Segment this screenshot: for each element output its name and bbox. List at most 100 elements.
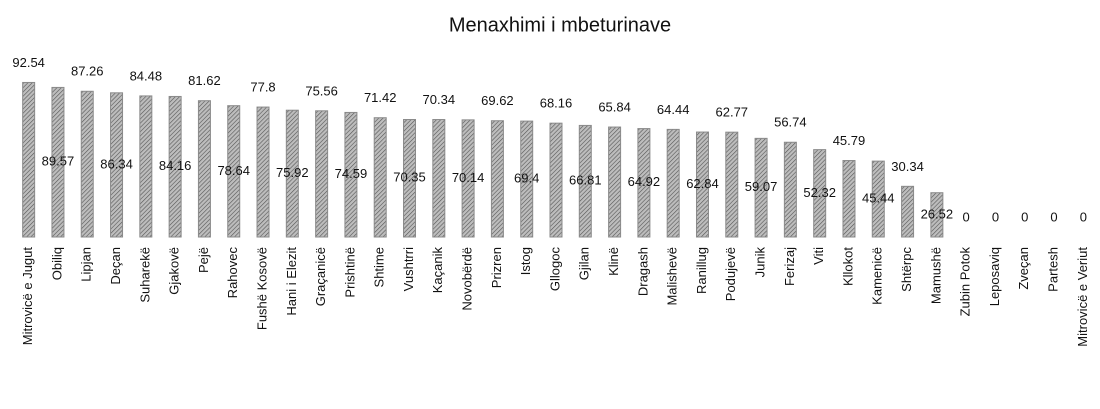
x-tick-label: Fushë Kosovë bbox=[254, 247, 269, 330]
bar bbox=[461, 119, 475, 238]
bar bbox=[842, 160, 856, 238]
bar bbox=[344, 111, 358, 238]
x-tick-label: Prishtinë bbox=[342, 247, 357, 298]
data-label: 70.34 bbox=[423, 92, 456, 107]
x-tick-label: Rahovec bbox=[225, 247, 240, 299]
data-label: 64.92 bbox=[628, 174, 661, 189]
x-tick-label: Ranillug bbox=[694, 247, 709, 294]
bar bbox=[403, 119, 417, 238]
bar bbox=[783, 141, 797, 238]
data-label: 84.48 bbox=[130, 68, 163, 83]
data-label: 64.44 bbox=[657, 102, 690, 117]
x-tick-label: Zveçan bbox=[1016, 247, 1031, 290]
x-tick-label: Ferizaj bbox=[782, 247, 797, 286]
data-label: 69.62 bbox=[481, 93, 514, 108]
data-label: 45.44 bbox=[862, 190, 895, 205]
data-label: 26.52 bbox=[921, 206, 954, 221]
data-label: 52.32 bbox=[803, 185, 836, 200]
x-tick-label: Dragash bbox=[635, 247, 650, 296]
x-tick-label: Kamenicë bbox=[870, 247, 885, 305]
x-tick-label: Leposaviq bbox=[987, 247, 1002, 306]
bar bbox=[315, 110, 329, 238]
x-tick-label: Novobërdë bbox=[460, 247, 475, 311]
bar bbox=[608, 126, 622, 238]
x-tick-label: Junik bbox=[753, 247, 768, 278]
bar bbox=[168, 95, 182, 238]
x-tick-label: Shtërpc bbox=[899, 247, 914, 292]
x-tick-label: Obiliq bbox=[49, 247, 64, 280]
x-tick-label: Partesh bbox=[1045, 247, 1060, 292]
bar bbox=[578, 124, 592, 238]
x-tick-label: Mitrovicë e Veriut bbox=[1075, 247, 1090, 347]
bar bbox=[725, 131, 739, 238]
bar bbox=[930, 192, 944, 238]
data-label: 0 bbox=[992, 209, 999, 224]
x-tick-label: Istog bbox=[518, 247, 533, 275]
data-label: 62.84 bbox=[686, 176, 719, 191]
bar bbox=[22, 81, 36, 238]
x-tick-label: Graçanicë bbox=[313, 247, 328, 306]
bar bbox=[227, 105, 241, 238]
data-label: 62.77 bbox=[716, 105, 749, 120]
data-label: 75.92 bbox=[276, 165, 309, 180]
bar bbox=[285, 109, 299, 238]
bar bbox=[373, 117, 387, 238]
bar bbox=[520, 120, 534, 238]
data-label: 74.59 bbox=[335, 166, 368, 181]
x-tick-label: Mitrovicë e Jugut bbox=[20, 247, 35, 346]
chart-title: Menaxhimi i mbeturinave bbox=[449, 14, 671, 36]
data-label: 70.14 bbox=[452, 170, 485, 185]
data-label: 89.57 bbox=[42, 154, 75, 169]
x-tick-label: Shtime bbox=[372, 247, 387, 287]
data-label: 0 bbox=[963, 209, 970, 224]
data-label: 92.54 bbox=[12, 55, 45, 70]
data-label: 30.34 bbox=[891, 159, 924, 174]
data-label: 59.07 bbox=[745, 179, 778, 194]
x-tick-label: Pejë bbox=[196, 247, 211, 273]
data-label: 65.84 bbox=[598, 99, 631, 114]
x-tick-label: Prizren bbox=[489, 247, 504, 288]
data-label: 84.16 bbox=[159, 158, 192, 173]
bar bbox=[490, 120, 504, 238]
data-label: 45.79 bbox=[833, 133, 866, 148]
x-tick-label: Mamushë bbox=[928, 247, 943, 304]
data-label: 0 bbox=[1050, 209, 1057, 224]
x-tick-label: Viti bbox=[811, 247, 826, 265]
bar bbox=[666, 128, 680, 238]
data-label: 78.64 bbox=[217, 163, 250, 178]
x-tick-label: Kllokot bbox=[840, 247, 855, 286]
data-label: 68.16 bbox=[540, 96, 573, 111]
bar bbox=[637, 128, 651, 238]
data-label: 56.74 bbox=[774, 115, 807, 130]
x-tick-label: Kaçanik bbox=[430, 247, 445, 294]
bar bbox=[197, 100, 211, 238]
bar bbox=[432, 119, 446, 238]
bar bbox=[51, 86, 65, 238]
bar bbox=[80, 90, 94, 238]
bar bbox=[813, 149, 827, 238]
data-label: 77.8 bbox=[250, 80, 275, 95]
data-label: 66.81 bbox=[569, 173, 602, 188]
bar bbox=[549, 122, 563, 238]
x-tick-label: Klinë bbox=[606, 247, 621, 276]
data-label: 0 bbox=[1080, 209, 1087, 224]
x-tick-label: Zubin Potok bbox=[958, 247, 973, 317]
x-tick-label: Lipjan bbox=[79, 247, 94, 282]
x-tick-label: Suharekë bbox=[137, 247, 152, 303]
data-label: 86.34 bbox=[100, 156, 133, 171]
bar bbox=[754, 137, 768, 238]
bar bbox=[110, 92, 124, 238]
x-tick-label: Podujevë bbox=[723, 247, 738, 301]
bar bbox=[871, 160, 885, 238]
x-tick-label: Deçan bbox=[108, 247, 123, 285]
data-label: 75.56 bbox=[305, 83, 338, 98]
bar bbox=[901, 185, 915, 238]
data-label: 87.26 bbox=[71, 64, 104, 79]
data-label: 70.35 bbox=[393, 170, 426, 185]
bar bbox=[256, 106, 270, 238]
x-tick-label: Vushtrri bbox=[401, 247, 416, 291]
data-label: 71.42 bbox=[364, 90, 397, 105]
x-tick-label: Malishevë bbox=[665, 247, 680, 306]
bar bbox=[695, 131, 709, 238]
